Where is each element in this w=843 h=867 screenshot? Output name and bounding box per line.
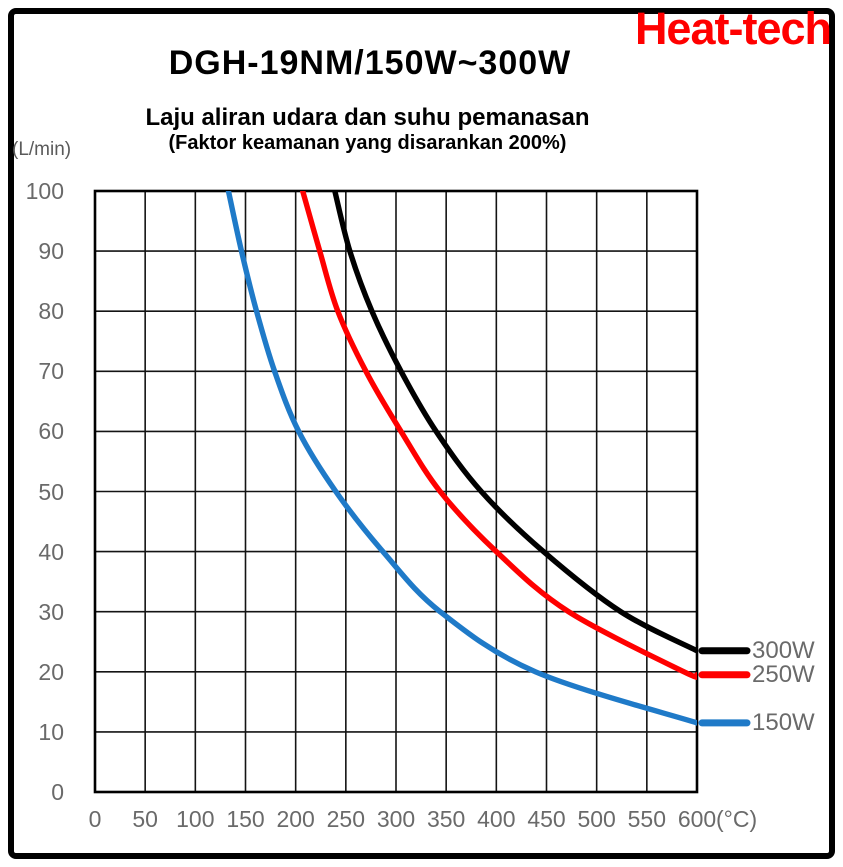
legend-label-300w: 300W [752,636,815,664]
plot-border [93,189,699,794]
safety-note: (Faktor keamanan yang disarankan 200%) [168,132,567,154]
x-tick-200: 200 [276,806,315,832]
y-axis-unit: (L/min) [12,139,72,160]
page-title: DGH-19NM/150W~300W [168,44,572,82]
x-tick-300: 300 [376,806,416,832]
x-tick-600: 600 [677,806,717,832]
y-tick-0: 0 [51,779,64,805]
curve-250w [299,191,697,680]
y-tick-90: 90 [38,238,64,265]
x-axis-unit: (°C) [716,806,758,832]
y-tick-40: 40 [38,538,64,565]
brand-logo: Heat-tech [634,3,832,54]
x-tick-50: 50 [132,806,158,832]
x-tick-400: 400 [477,806,516,832]
y-tick-30: 30 [38,598,64,625]
x-tick-100: 100 [176,806,215,832]
x-tick-150: 150 [226,806,265,832]
y-tick-20: 20 [38,658,64,685]
y-tick-10: 10 [38,718,64,745]
x-tick-550: 550 [627,806,667,832]
chart-subtitle: Laju aliran udara dan suhu pemanasan [145,104,590,131]
legend-label-150w: 150W [752,708,815,736]
y-tick-80: 80 [38,298,64,325]
y-tick-60: 60 [38,418,64,445]
x-tick-450: 450 [527,806,566,832]
y-tick-70: 70 [38,358,64,385]
x-tick-0: 0 [88,806,102,832]
curve-150w [225,191,697,726]
x-tick-250: 250 [326,806,366,832]
legend-label-250w: 250W [752,660,815,688]
curve-300w [332,191,697,654]
y-tick-100: 100 [25,178,64,204]
x-tick-500: 500 [577,806,616,832]
y-tick-50: 50 [38,478,64,505]
x-tick-350: 350 [426,806,466,832]
